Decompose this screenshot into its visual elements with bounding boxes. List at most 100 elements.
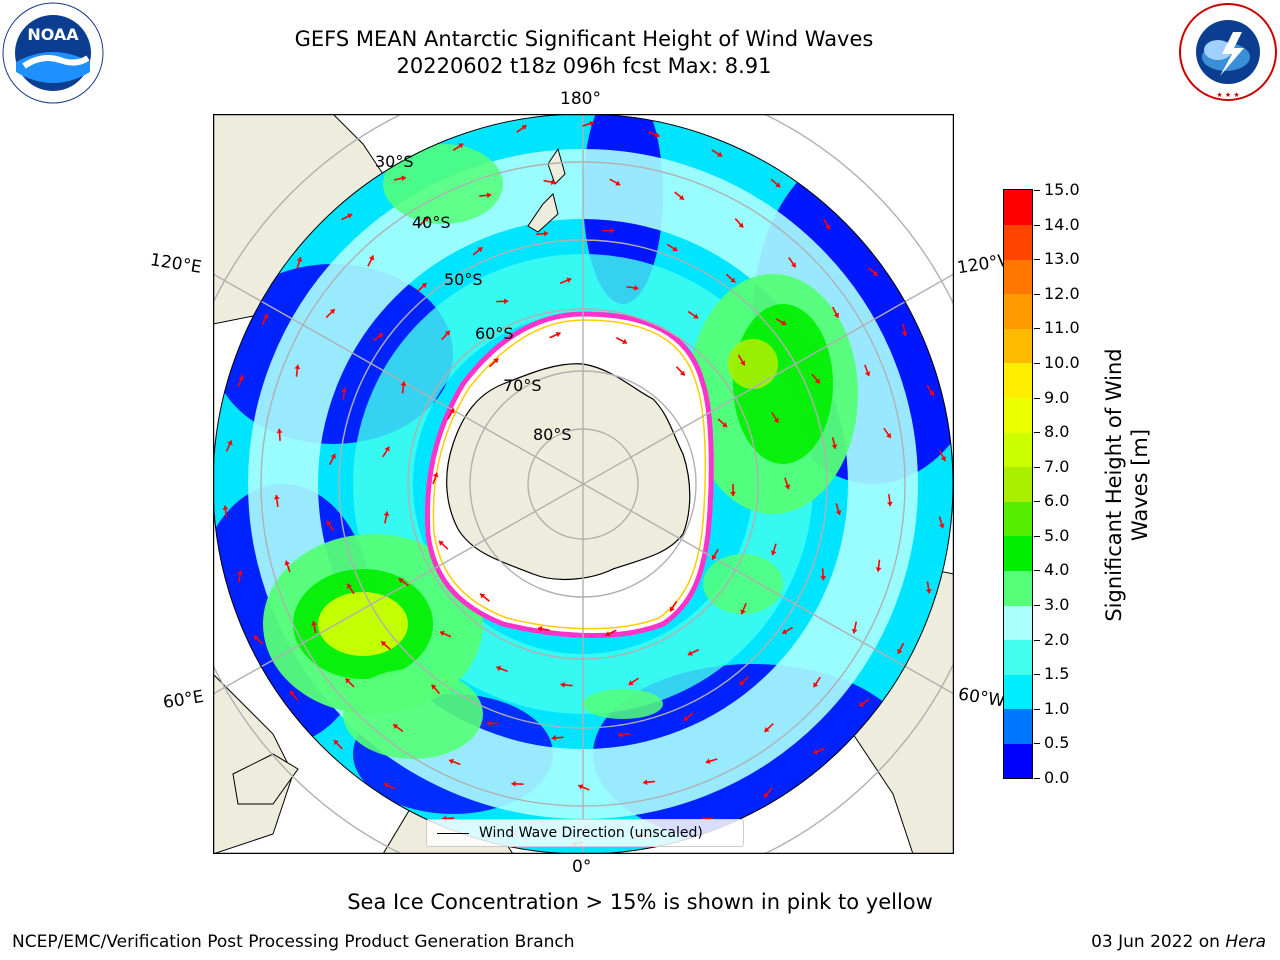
wave-arrow-head [814, 378, 820, 384]
wave-arrow-head [740, 360, 746, 366]
colorbar-tick-label: 8.0 [1044, 422, 1070, 442]
wave-arrow-head [825, 224, 831, 230]
colorbar-tick-label: 11.0 [1044, 318, 1080, 338]
wave-arrow-head [775, 182, 781, 188]
wave-arrow-head [423, 216, 429, 222]
wave-arrow-head [537, 625, 543, 632]
wave-arrow-head [634, 284, 639, 291]
footer-credit: NCEP/EMC/Verification Post Processing Pr… [12, 932, 575, 952]
wave-arrow-head [341, 387, 348, 393]
wave-arrow-head [550, 179, 556, 185]
colorbar-tick [1034, 328, 1040, 330]
wave-arrow-head [730, 491, 737, 496]
wave-arrow-head [859, 701, 865, 707]
lat-label-70s: 70°S [503, 376, 542, 395]
madagascar-land [232, 753, 299, 805]
wave-arrow-head [813, 748, 819, 755]
wave-arrow-head [504, 298, 509, 305]
wave-arrow-head [284, 560, 291, 566]
colorbar-segment [1004, 708, 1032, 744]
colorbar [1003, 189, 1033, 779]
colorbar-tick [1034, 259, 1040, 261]
colorbar-tick-label: 2.0 [1044, 629, 1070, 649]
colorbar-tick [1034, 190, 1040, 191]
wave-arrow-head [605, 631, 611, 637]
lon-label-60e: 60°E [161, 686, 206, 714]
wave-arrow-head [764, 726, 770, 732]
colorbar-tick-label: 4.0 [1044, 560, 1070, 580]
wave-arrow-head [421, 283, 427, 289]
wave-arrow-head [875, 567, 882, 572]
wave-arrow-head [669, 606, 675, 612]
chart-title: GEFS MEAN Antarctic Significant Height o… [294, 27, 874, 51]
colorbar-tick [1034, 605, 1040, 607]
footer-host: Hera [1225, 932, 1266, 952]
wave-arrow-head [439, 540, 444, 546]
colorbar-tick-label: 12.0 [1044, 283, 1080, 303]
wave-arrow-head [496, 665, 502, 672]
colorbar-tick-label: 9.0 [1044, 387, 1070, 407]
colorbar-segment [1004, 639, 1032, 675]
wave-arrow-head [897, 648, 903, 654]
colorbar-tick-label: 0.0 [1044, 768, 1070, 787]
wave-arrow-head [589, 120, 594, 127]
colorbar-tick [1034, 501, 1040, 503]
wave-arrow-head [654, 132, 660, 138]
colorbar-tick-label: 3.0 [1044, 595, 1070, 615]
wave-arrow-head [294, 364, 301, 370]
wave-arrow-head [273, 495, 280, 500]
colorbar-segment [1004, 328, 1032, 364]
wave-arrow-head [383, 782, 389, 788]
wave-arrow-head [790, 262, 796, 268]
colorbar-segment [1004, 535, 1032, 571]
wave-arrow-head [276, 428, 283, 434]
lon-label-0: 0° [572, 857, 592, 877]
colorbar-label: Significant Height of Wind Waves [m] [1102, 348, 1152, 622]
wave-arrow-head [683, 715, 689, 721]
wave-arrow-head [444, 330, 450, 336]
wave-arrow-head [615, 180, 621, 186]
wave-arrow-head [722, 422, 727, 428]
colorbar-tick-label: 15.0 [1044, 180, 1080, 199]
wave-arrow-head [432, 472, 439, 478]
wave-arrow-head [449, 758, 454, 765]
wave-arrow-head [622, 338, 628, 345]
lat-label-40s: 40°S [412, 213, 451, 232]
wave-arrow-head [925, 588, 932, 594]
wave-arrow-head [740, 609, 746, 615]
colorbar-segment [1004, 259, 1032, 295]
wave-arrow-head [705, 758, 711, 765]
wave-arrow-head [770, 550, 777, 556]
wave-arrow-head [449, 408, 455, 414]
wave-arrow-head [439, 630, 445, 637]
wave-arrow-head [678, 194, 684, 200]
colorbar-tick-label: 14.0 [1044, 214, 1080, 234]
colorbar-tick-label: 7.0 [1044, 456, 1070, 476]
wave-arrow-head [784, 484, 791, 490]
colorbar-segment [1004, 605, 1032, 641]
wave-arrow-head [393, 724, 399, 730]
wave-arrow-head [555, 331, 561, 338]
colorbar-segment [1004, 466, 1032, 502]
wave-arrow-head [781, 320, 787, 326]
wave-arrow-head [511, 780, 516, 787]
colorbar-tick [1034, 639, 1040, 641]
colorbar-segment [1004, 397, 1032, 433]
colorbar-segment [1004, 293, 1032, 329]
colorbar-tick-label: 10.0 [1044, 352, 1080, 372]
wave-arrow-head [253, 635, 259, 641]
wave-arrow-head [560, 681, 565, 688]
wave-arrow-head [738, 222, 744, 228]
colorbar-segment [1004, 674, 1032, 710]
wave-arrow-head [458, 143, 464, 149]
wave-arrow-head [864, 371, 871, 377]
wave-arrow-head [383, 511, 390, 517]
footer-date: 03 Jun 2022 on Hera [1091, 932, 1266, 952]
wave-arrow-head [401, 175, 406, 182]
wave-arrow-head [782, 628, 788, 634]
wave-arrow-head [687, 650, 693, 656]
wave-arrow-head [886, 433, 891, 439]
wave-arrow-head [833, 312, 839, 318]
wave-arrow-head [477, 247, 483, 253]
lat-label-60s: 60°S [475, 324, 514, 343]
